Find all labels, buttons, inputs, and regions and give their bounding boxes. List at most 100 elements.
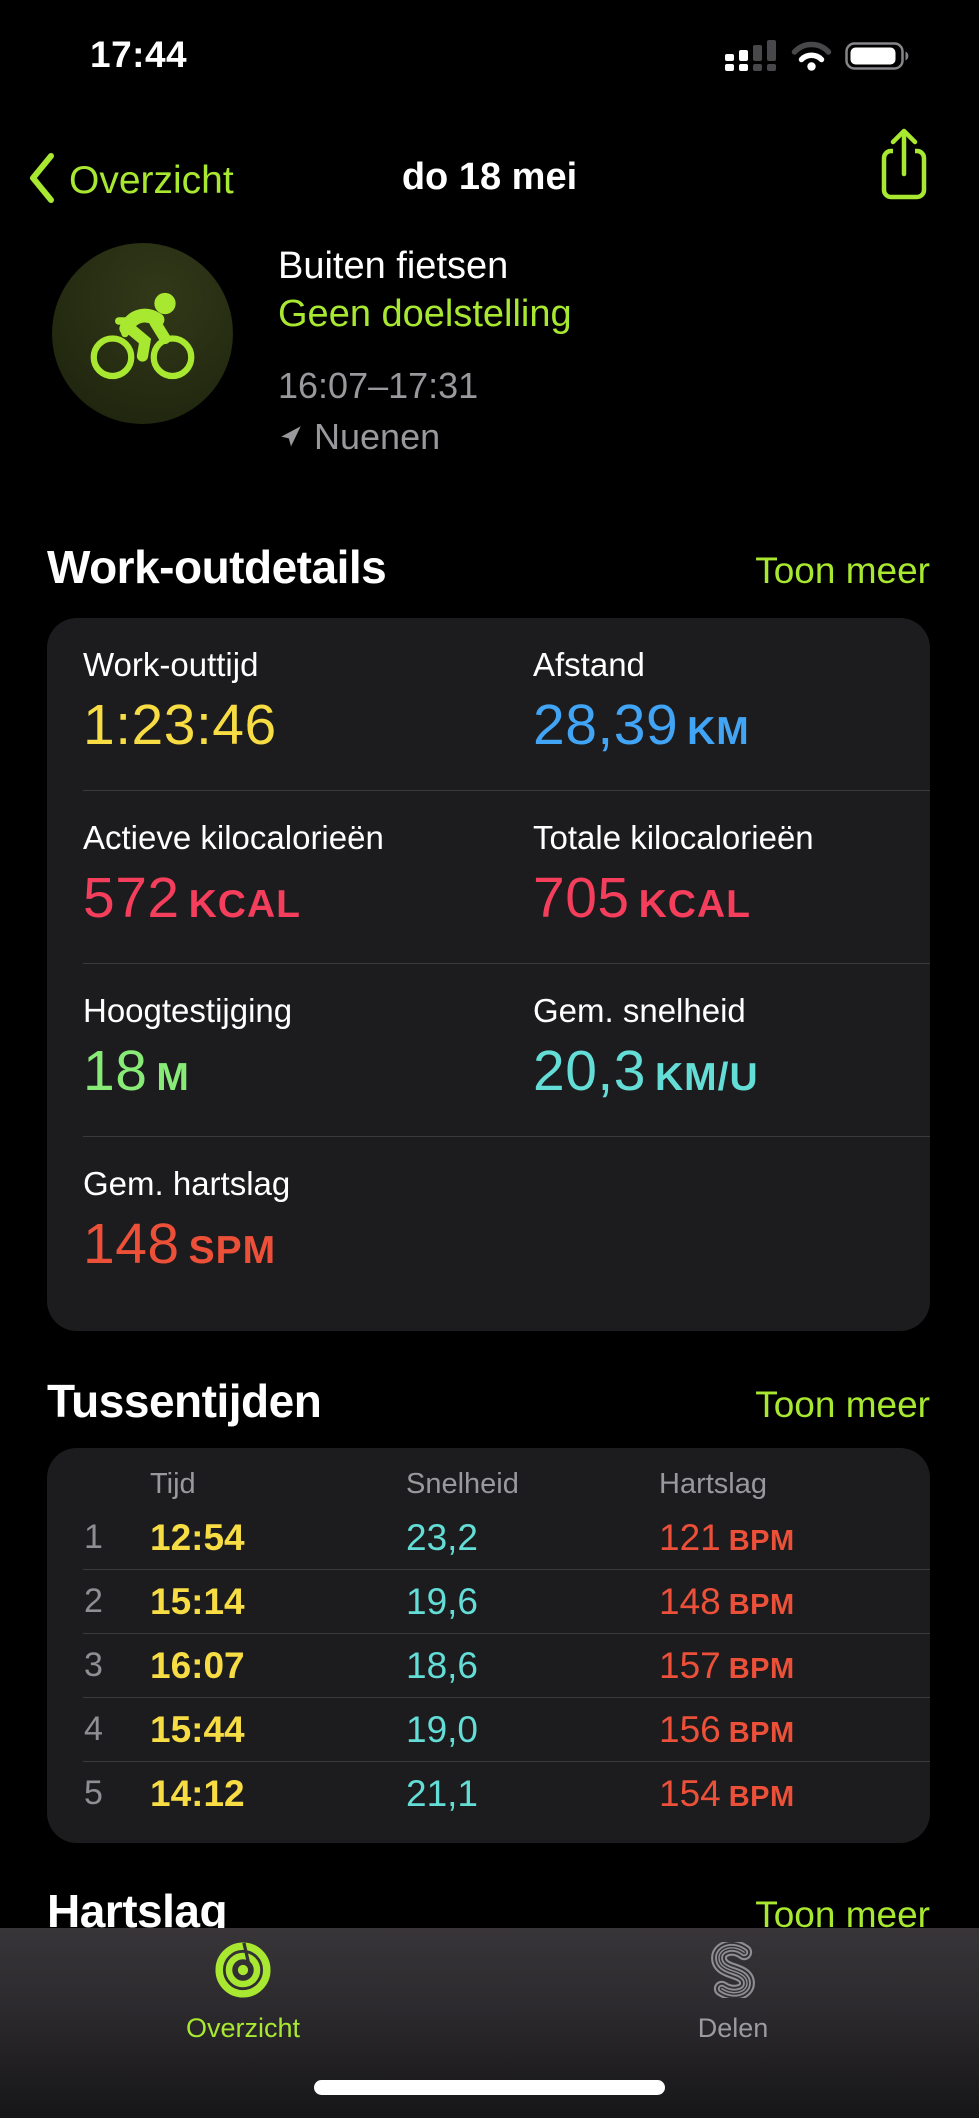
tab-overzicht[interactable]: Overzicht: [153, 1942, 333, 2044]
split-speed: 21,1: [406, 1772, 479, 1814]
share-button[interactable]: [880, 126, 928, 207]
stat-label: Gem. hartslag: [83, 1165, 291, 1202]
stat-value: 148 SPM: [83, 1212, 277, 1276]
split-row: 4 15:44 19,0 156 BPM: [47, 1698, 930, 1761]
status-bar: 17:44: [0, 0, 979, 92]
workout-location: Nuenen: [278, 416, 572, 458]
divider: [83, 790, 930, 791]
split-time: 14:12: [150, 1772, 245, 1814]
column-header-speed: Snelheid: [406, 1467, 519, 1500]
stat-value: 1:23:46: [83, 693, 277, 757]
tab-delen[interactable]: Delen: [643, 1939, 823, 2044]
split-speed: 23,2: [406, 1516, 479, 1558]
stat-value: 18 M: [83, 1039, 190, 1103]
split-index: 3: [84, 1646, 103, 1684]
stat-elevation-gain: Hoogtestijging 18 M: [83, 991, 533, 1110]
split-time: 15:14: [150, 1580, 245, 1622]
workout-goal: Geen doelstelling: [278, 293, 572, 335]
stat-label: Totale kilocalorieën: [533, 819, 814, 856]
workout-time-range: 16:07–17:31: [278, 365, 479, 406]
details-row: Hoogtestijging 18 M Gem. snelheid 20,3 KM/…: [47, 964, 930, 1136]
divider: [83, 1136, 930, 1137]
stat-distance: Afstand 28,39 KM: [533, 645, 930, 764]
workout-location-label: Nuenen: [314, 416, 441, 457]
split-heart-rate: 156 BPM: [659, 1708, 795, 1750]
nav-bar: Overzicht do 18 mei: [0, 128, 979, 224]
activity-rings-icon: [215, 1942, 271, 2003]
fitness-share-icon: [705, 1939, 761, 2003]
details-row: Work-outtijd 1:23:46 Afstand 28,39 KM: [47, 618, 930, 790]
split-index: 5: [84, 1774, 103, 1812]
split-index: 2: [84, 1582, 103, 1620]
splits-table-header: Tijd Snelheid Hartslag: [47, 1462, 930, 1506]
split-row: 3 16:07 18,6 157 BPM: [47, 1634, 930, 1697]
location-arrow-icon: [278, 416, 304, 458]
split-speed: 19,0: [406, 1708, 479, 1750]
stat-value: 28,39 KM: [533, 693, 750, 757]
stat-label: Hoogtestijging: [83, 992, 293, 1029]
details-show-more-button[interactable]: Toon meer: [755, 550, 930, 591]
split-heart-rate: 148 BPM: [659, 1580, 795, 1622]
cellular-signal-icon: [725, 40, 778, 76]
workout-avatar: [52, 243, 233, 424]
home-indicator[interactable]: [314, 2080, 665, 2095]
wifi-icon: [791, 41, 832, 76]
stat-avg-speed: Gem. snelheid 20,3 KM/U: [533, 991, 930, 1110]
workout-details-card: Work-outtijd 1:23:46 Afstand 28,39 KM Act…: [47, 618, 930, 1331]
battery-icon: [845, 41, 911, 76]
divider: [83, 1633, 930, 1634]
stat-value: 20,3 KM/U: [533, 1039, 759, 1103]
tab-bar: Overzicht Delen: [0, 1928, 979, 2118]
split-time: 12:54: [150, 1516, 245, 1558]
back-button[interactable]: Overzicht: [28, 152, 234, 209]
stat-workout-time: Work-outtijd 1:23:46: [83, 645, 533, 764]
split-row: 2 15:14 19,6 148 BPM: [47, 1570, 930, 1633]
stat-label: Work-outtijd: [83, 646, 259, 683]
chevron-left-icon: [28, 152, 55, 209]
details-section-title: Work-outdetails: [47, 541, 387, 593]
split-speed: 18,6: [406, 1644, 479, 1686]
column-header-time: Tijd: [150, 1467, 196, 1500]
details-row: Gem. hartslag 148 SPM: [47, 1137, 930, 1331]
details-section-header: Work-outdetails Toon meer: [47, 540, 930, 594]
details-row: Actieve kilocalorieën 572 KCAL Totale kil…: [47, 791, 930, 963]
split-heart-rate: 154 BPM: [659, 1772, 795, 1814]
splits-section-header: Tussentijden Toon meer: [47, 1374, 930, 1428]
workout-activity-title: Buiten fietsen: [278, 245, 509, 287]
splits-section-title: Tussentijden: [47, 1375, 322, 1427]
stat-label: Afstand: [533, 646, 645, 683]
split-time: 16:07: [150, 1644, 245, 1686]
share-icon: [881, 128, 927, 200]
workout-header-info: Buiten fietsen Geen doelstelling 16:07–1…: [278, 243, 572, 458]
back-button-label: Overzicht: [69, 158, 234, 202]
split-time: 15:44: [150, 1708, 245, 1750]
stat-total-kcal: Totale kilocalorieën 705 KCAL: [533, 818, 930, 937]
split-heart-rate: 121 BPM: [659, 1516, 795, 1558]
stat-value: 705 KCAL: [533, 866, 751, 930]
divider: [83, 963, 930, 964]
stat-active-kcal: Actieve kilocalorieën 572 KCAL: [83, 818, 533, 937]
divider: [83, 1569, 930, 1570]
splits-card: Tijd Snelheid Hartslag 1 12:54 23,2 121 B…: [47, 1448, 930, 1843]
cycling-icon: [90, 292, 195, 380]
status-time: 17:44: [90, 34, 188, 75]
status-icons: [725, 40, 911, 76]
stat-label: Gem. snelheid: [533, 992, 746, 1029]
column-header-heart-rate: Hartslag: [659, 1467, 767, 1500]
split-index: 1: [84, 1518, 103, 1556]
divider: [83, 1697, 930, 1698]
tab-delen-label: Delen: [697, 2013, 769, 2043]
split-index: 4: [84, 1710, 103, 1748]
split-heart-rate: 157 BPM: [659, 1644, 795, 1686]
tab-overzicht-label: Overzicht: [185, 2013, 301, 2043]
stat-avg-heart-rate: Gem. hartslag 148 SPM: [83, 1164, 533, 1283]
page-title: do 18 mei: [401, 156, 578, 198]
divider: [83, 1761, 930, 1762]
split-speed: 19,6: [406, 1580, 479, 1622]
split-row: 1 12:54 23,2 121 BPM: [47, 1506, 930, 1569]
split-row: 5 14:12 21,1 154 BPM: [47, 1762, 930, 1825]
splits-show-more-button[interactable]: Toon meer: [755, 1384, 930, 1425]
stat-label: Actieve kilocalorieën: [83, 819, 384, 856]
stat-value: 572 KCAL: [83, 866, 301, 930]
